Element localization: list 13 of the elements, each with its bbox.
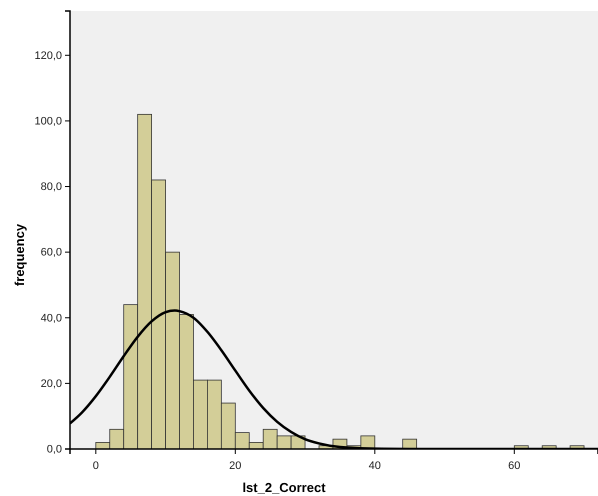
x-tick-label: 0 (92, 460, 99, 472)
y-tick-label: 40,0 (40, 312, 62, 324)
y-tick-label: 80,0 (40, 181, 62, 194)
x-tick-label: 20 (229, 460, 242, 472)
y-tick-label: 100,0 (34, 115, 62, 128)
x-axis-title: lst_2_Correct (242, 480, 326, 495)
y-tick-label: 20,0 (40, 378, 62, 390)
x-tick-label: 40 (368, 460, 381, 472)
x-tick-label: 60 (508, 460, 520, 472)
y-tick-label: 60,0 (40, 246, 62, 259)
y-tick-label: 120,0 (34, 50, 62, 62)
y-tick-label: 0,0 (46, 444, 62, 456)
y-axis-title: frequency (12, 223, 27, 286)
